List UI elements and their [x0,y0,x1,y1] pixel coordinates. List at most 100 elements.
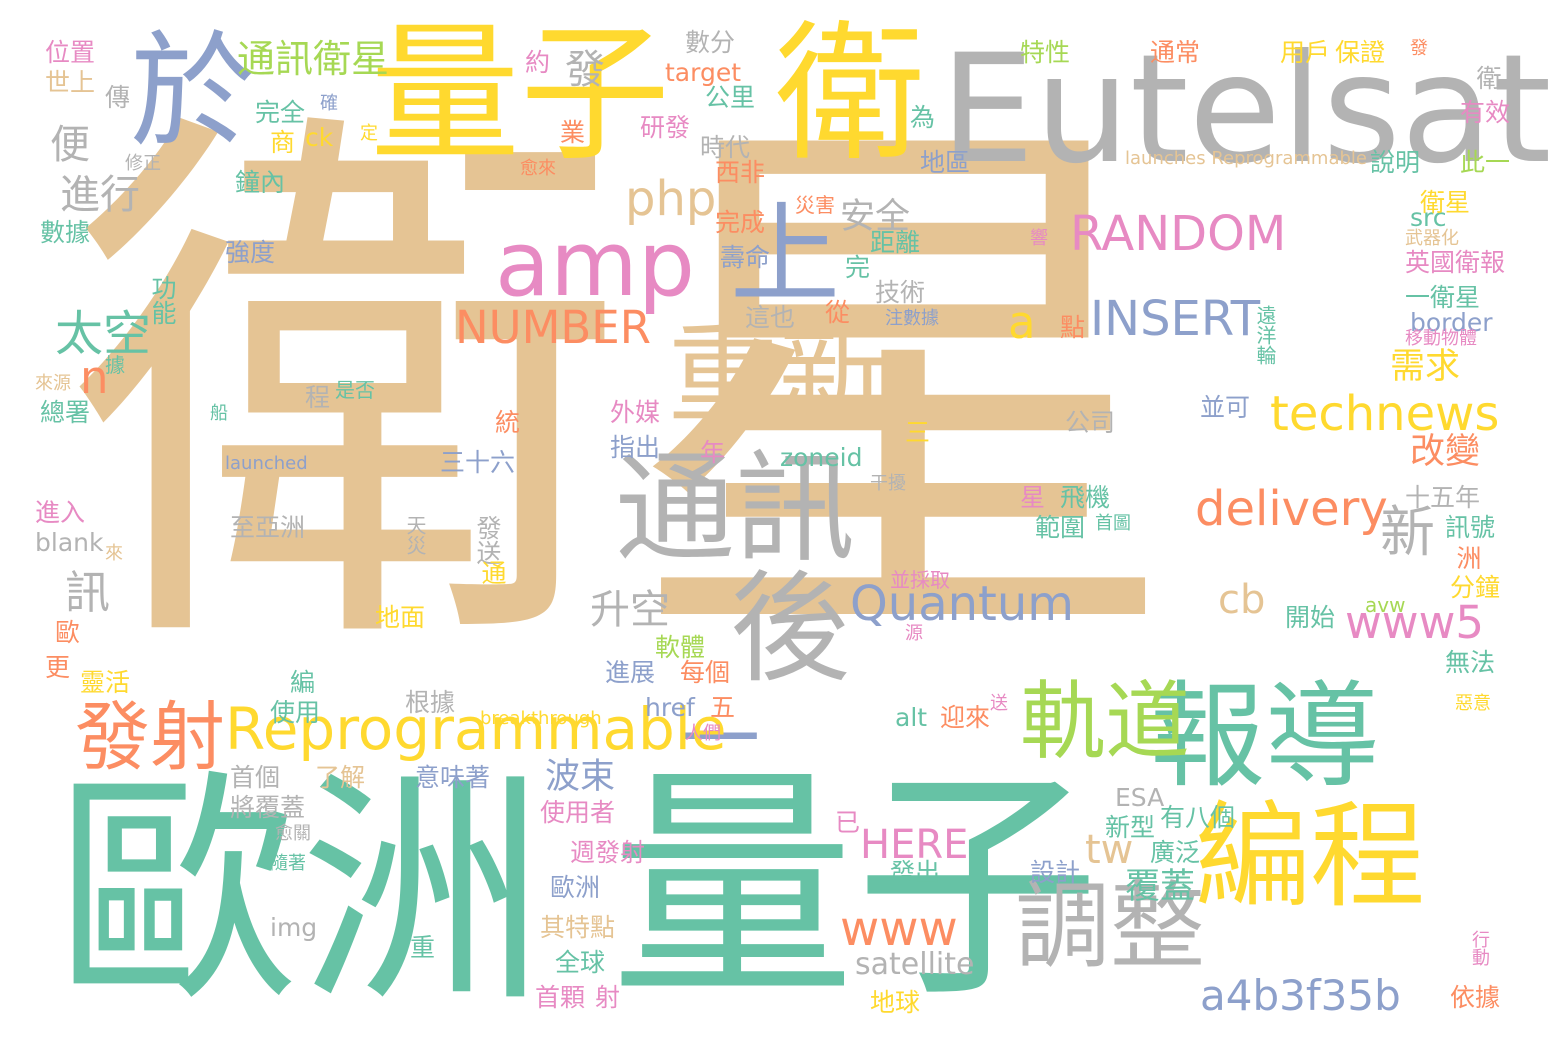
cloud-word: 是否 [335,378,375,402]
cloud-word: 外媒 [610,398,661,427]
cloud-word: NUMBER [455,301,651,354]
cloud-word: 船 [210,403,228,424]
cloud-word: 定 [360,123,378,144]
cloud-word: 愈關 [275,823,311,844]
cloud-word: 用戶 [1280,38,1331,67]
cloud-word: 西非 [715,158,766,187]
cloud-word: 位置 [45,38,96,67]
cloud-word: 點 [1060,313,1086,342]
cloud-word: 從 [825,298,851,327]
cloud-word: 並採取 [890,568,950,592]
cloud-word: 人們 [685,723,721,744]
cloud-word: 距離 [870,228,921,257]
cloud-word: 惡意 [1455,693,1491,714]
cloud-word: 範圍 [1035,513,1086,542]
cloud-word: 衛星 [1420,188,1471,217]
cloud-word: 發射 [75,693,226,781]
cloud-word: 開始 [1285,603,1336,632]
cloud-word: 干擾 [870,473,906,494]
cloud-word: a4b3f35b [1200,971,1401,1020]
cloud-word: 洲 [1453,545,1482,570]
cloud-word: 移動物體 [1405,328,1477,349]
cloud-word: 根據 [405,688,456,717]
cloud-word: 天災 [403,515,427,555]
cloud-word: launches Reprogrammable [1125,148,1367,169]
cloud-word: 射 [595,983,621,1012]
cloud-word: 為 [910,103,936,132]
cloud-word: blank [35,528,104,557]
cloud-word: ESA [1115,783,1165,812]
cloud-word: img [270,913,318,942]
cloud-word: breakthrough [480,708,602,729]
cloud-word: 十五年 [1405,483,1481,512]
cloud-word: 便 [50,122,90,168]
cloud-word: 飛機 [1060,483,1111,512]
cloud-word: 據 [105,353,125,377]
cloud-word: 響 [1030,228,1048,249]
cloud-word: 指出 [610,433,661,462]
cloud-word: 了解 [315,763,366,792]
cloud-word: satellite [855,947,975,982]
cloud-word: 編程 [1195,790,1426,924]
cloud-word: 首個 [230,763,281,792]
cloud-word: 通常 [1150,38,1201,67]
cloud-word: Quantum [850,576,1075,632]
cloud-word: 完成 [715,208,766,237]
cloud-word: 公里 [705,83,756,112]
cloud-word: 週發射 [570,838,646,867]
cloud-word: 軌道 [1020,673,1191,772]
cloud-word: 隨著 [270,853,306,874]
cloud-word: INSERT [1090,291,1261,347]
cloud-word: tw [1085,827,1134,873]
cloud-word: 壽命 [720,243,771,272]
cloud-word: 發 [565,47,605,93]
cloud-word: 其特點 [540,913,616,942]
cloud-word: 地區 [920,148,971,177]
cloud-word: 送 [990,693,1008,714]
cloud-word: 進入 [35,498,86,527]
cloud-word: 已 [835,808,861,837]
cloud-word: 於 [130,20,255,165]
cloud-word: technews [1270,386,1500,442]
cloud-word: 全球 [555,948,606,977]
cloud-word: 通訊衛星 [237,37,390,81]
cloud-word: php [625,171,717,227]
cloud-word: 衛 [1473,65,1502,90]
cloud-word: 迎來 [940,703,991,732]
cloud-word: 保證 [1335,38,1386,67]
cloud-word: 軟體 [655,633,706,662]
cloud-word: 無法 [1445,648,1496,677]
cloud-word: 星 [1020,483,1046,512]
cloud-word: delivery [1195,481,1388,537]
cloud-word: 有八個 [1160,803,1236,832]
cloud-word: 發出 [890,858,941,887]
cloud-word: 一衛星 [1405,283,1481,312]
cloud-word: 公司 [1065,408,1116,437]
cloud-word: 進展 [605,658,656,687]
cloud-word: 源 [905,623,923,644]
cloud-word: 首圖 [1095,513,1131,534]
cloud-word: Eutelsat [940,23,1548,197]
cloud-word: src [1410,203,1447,232]
cloud-word: 英國衛報 [1405,248,1506,277]
cloud-word: 遠洋輪 [1253,305,1277,365]
cloud-word: 總署 [40,398,91,427]
cloud-word: a [1008,296,1036,349]
cloud-word: 特性 [1020,38,1071,67]
cloud-word: 業 [560,118,586,147]
cloud-word: 量子 [370,8,671,182]
cloud-word: 使用者 [540,798,616,827]
cloud-word: 波束 [545,757,616,797]
cloud-word: 廣泛 [1150,838,1201,867]
cloud-word: 靈活 [80,668,131,697]
cloud-word: www5 [1345,596,1485,649]
cloud-word: 完全 [255,98,306,127]
cloud-word: 分鐘 [1450,573,1501,602]
cloud-word: amp [495,212,695,317]
cloud-word: 時代 [700,133,751,162]
cloud-word: 上 [730,191,840,319]
cloud-word: 確 [320,93,338,114]
cloud-word: 數分 [685,28,736,57]
cloud-word: 鐘內 [235,168,286,197]
cloud-word: ck [305,123,334,152]
